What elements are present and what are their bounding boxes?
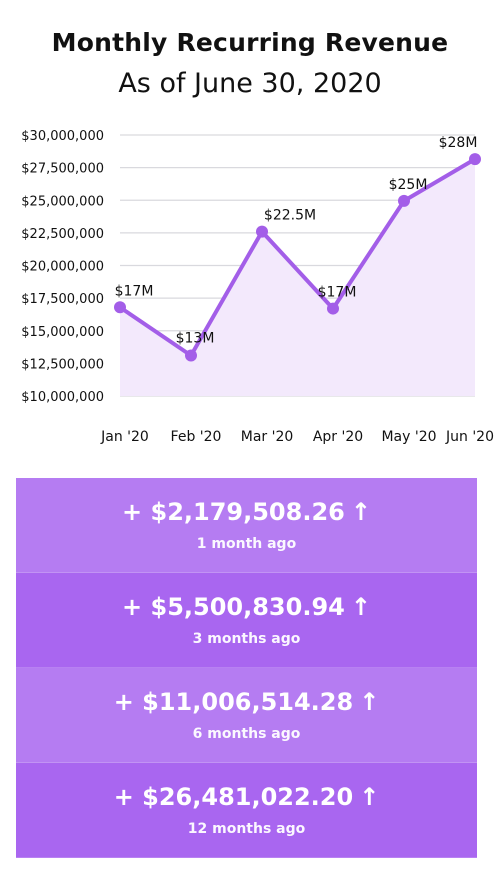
- arrow-up-icon: ↑: [350, 498, 371, 526]
- growth-amount-value: + $5,500,830.94: [122, 593, 345, 621]
- y-tick-label: $25,000,000: [21, 194, 104, 209]
- y-tick-label: $17,500,000: [21, 292, 104, 307]
- growth-amount: + $11,006,514.28 ↑: [114, 687, 380, 717]
- y-tick-label: $12,500,000: [21, 357, 104, 372]
- y-tick-label: $22,500,000: [21, 227, 104, 242]
- growth-period: 6 months ago: [192, 726, 301, 742]
- y-tick-label: $20,000,000: [21, 260, 104, 275]
- data-label: $13M: [176, 331, 215, 347]
- data-point: [256, 225, 268, 238]
- data-label: $17M: [115, 283, 154, 299]
- x-tick-label: Apr '20: [313, 429, 363, 445]
- growth-amount-value: + $2,179,508.26: [122, 498, 345, 526]
- growth-period: 3 months ago: [192, 631, 301, 647]
- data-labels: $17M $13M $22.5M $17M $25M $28M: [115, 135, 478, 346]
- revenue-line-chart: $10,000,000 $12,500,000 $15,000,000 $17,500…: [21, 129, 494, 445]
- data-label: $25M: [389, 177, 428, 193]
- growth-amount-value: + $26,481,022.20: [113, 783, 354, 811]
- y-tick-label: $15,000,000: [21, 325, 104, 340]
- growth-amount-value: + $11,006,514.28: [113, 688, 354, 716]
- data-point: [185, 349, 197, 362]
- y-tick-label: $30,000,000: [21, 129, 104, 144]
- x-tick-label: Feb '20: [171, 429, 222, 445]
- growth-card-12-months: + $26,481,022.20 ↑ 12 months ago: [16, 763, 477, 858]
- growth-card-6-months: + $11,006,514.28 ↑ 6 months ago: [16, 668, 477, 763]
- data-label: $28M: [439, 135, 478, 151]
- data-point: [398, 194, 410, 207]
- growth-amount: + $2,179,508.26 ↑: [122, 497, 371, 527]
- x-axis-tick-labels: Jan '20 Feb '20 Mar '20 Apr '20 May '20 Jun '…: [100, 429, 494, 445]
- x-tick-label: Mar '20: [241, 429, 294, 445]
- data-points: [114, 153, 481, 362]
- growth-card-3-months: + $5,500,830.94 ↑ 3 months ago: [16, 573, 477, 668]
- data-point: [469, 153, 481, 166]
- data-label: $17M: [318, 285, 357, 301]
- x-tick-label: May '20: [381, 429, 436, 445]
- revenue-area-fill: [120, 159, 475, 396]
- revenue-line: [118, 157, 477, 358]
- data-point: [327, 302, 339, 315]
- arrow-up-icon: ↑: [359, 688, 380, 716]
- arrow-up-icon: ↑: [350, 593, 371, 621]
- growth-period: 1 month ago: [196, 536, 297, 552]
- chart-title: Monthly Recurring Revenue: [51, 28, 449, 57]
- x-tick-label: Jun '20: [445, 429, 494, 445]
- x-tick-label: Jan '20: [100, 429, 149, 445]
- growth-card-1-month: + $2,179,508.26 ↑ 1 month ago: [16, 478, 477, 573]
- y-axis-tick-labels: $10,000,000 $12,500,000 $15,000,000 $17,500…: [21, 129, 104, 405]
- y-tick-label: $27,500,000: [21, 162, 104, 177]
- growth-period: 12 months ago: [187, 821, 306, 837]
- growth-cards: + $2,179,508.26 ↑ 1 month ago + $5,500,83…: [16, 478, 477, 858]
- data-label: $22.5M: [264, 208, 316, 224]
- growth-amount: + $5,500,830.94 ↑: [122, 592, 371, 622]
- arrow-up-icon: ↑: [359, 783, 380, 811]
- growth-amount: + $26,481,022.20 ↑: [114, 782, 380, 812]
- y-tick-label: $10,000,000: [21, 390, 104, 405]
- chart-subtitle: As of June 30, 2020: [118, 68, 382, 99]
- data-point: [114, 301, 126, 314]
